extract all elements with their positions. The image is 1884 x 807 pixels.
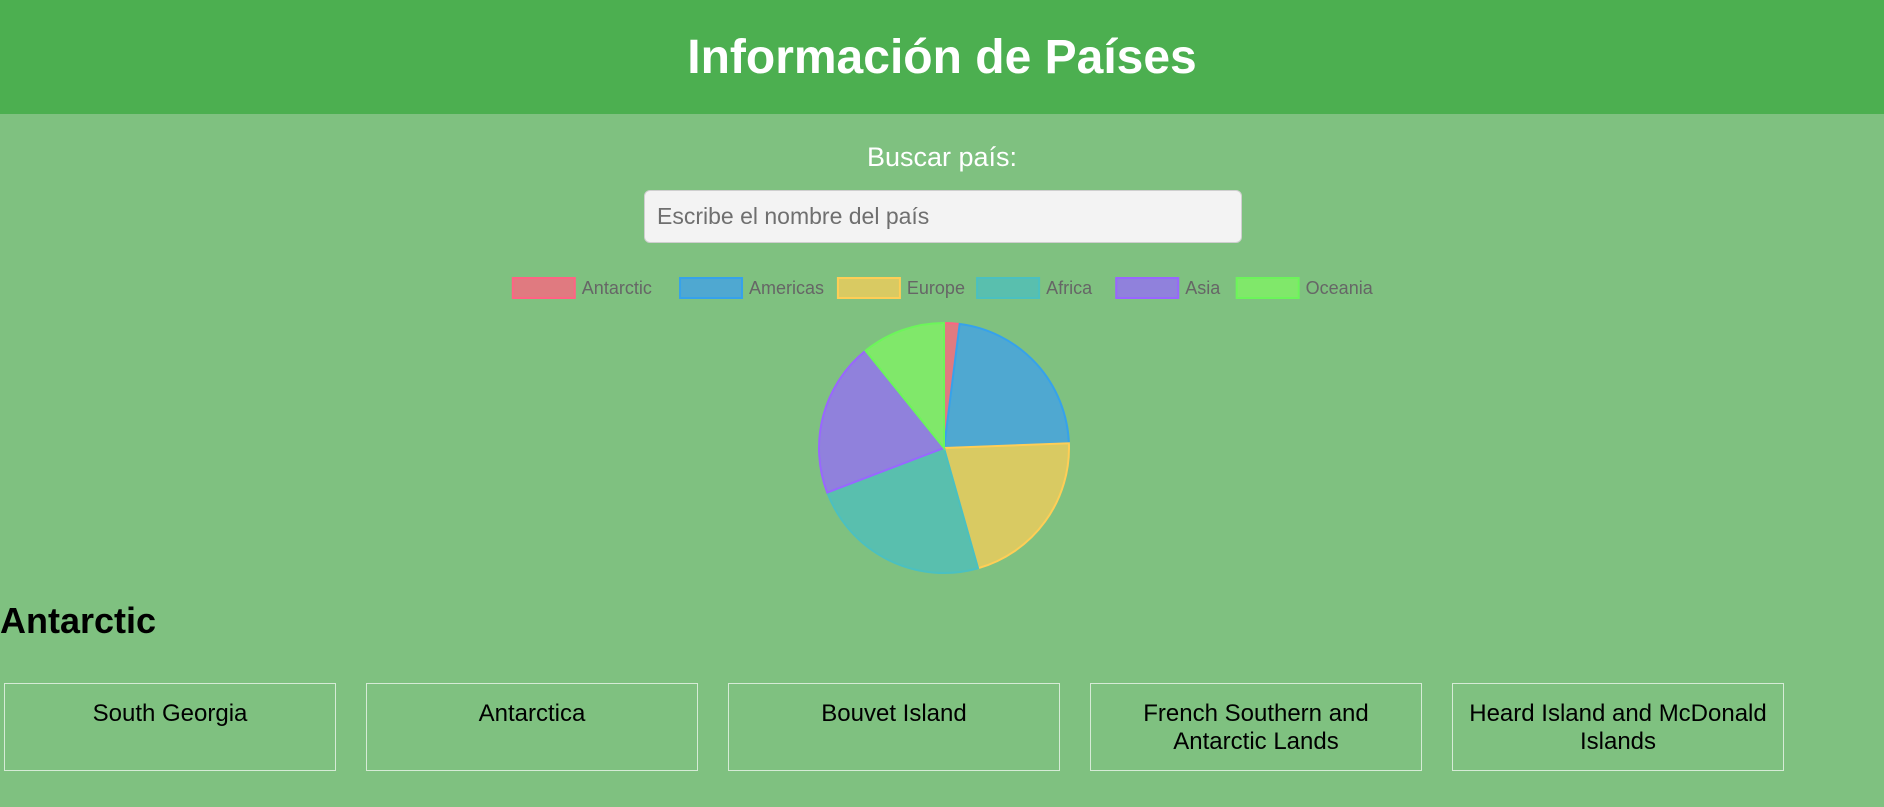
- chart-legend: Antarctic Americas Europe Africa Asia Oceania: [511, 277, 1374, 299]
- legend-swatch[interactable]: [511, 277, 576, 299]
- page-title: Información de Países: [687, 30, 1197, 84]
- legend-label[interactable]: Americas: [749, 278, 824, 298]
- pie-slice-asia[interactable]: [818, 349, 946, 494]
- legend-swatch[interactable]: [1115, 277, 1180, 299]
- search-input[interactable]: [644, 190, 1242, 243]
- country-card[interactable]: Heard Island and McDonald Islands: [1452, 683, 1784, 771]
- country-card[interactable]: French Southern and Antarctic Lands: [1090, 683, 1422, 771]
- legend-label[interactable]: Oceania: [1306, 278, 1374, 298]
- legend-label[interactable]: Antarctic: [582, 278, 652, 298]
- pie-slice-americas[interactable]: [942, 322, 1070, 450]
- search-label: Buscar país:: [866, 142, 1018, 172]
- country-name: Heard Island and McDonald Islands: [1469, 700, 1767, 755]
- legend-label[interactable]: Asia: [1185, 278, 1221, 298]
- country-name: Antarctica: [478, 700, 586, 727]
- legend-swatch[interactable]: [679, 277, 744, 299]
- country-name: South Georgia: [92, 700, 248, 727]
- country-name: French Southern and Antarctic Lands: [1143, 700, 1369, 755]
- legend-swatch[interactable]: [976, 277, 1041, 299]
- country-card-list: South Georgia Antarctica Bouvet Island F…: [0, 683, 1884, 773]
- country-card[interactable]: Antarctica: [366, 683, 698, 771]
- pie-slice-africa[interactable]: [825, 446, 980, 574]
- legend-swatch[interactable]: [1235, 277, 1300, 299]
- region-pie-chart: Antarctic Americas Europe Africa Asia Oceania: [511, 277, 1374, 574]
- legend-swatch[interactable]: [836, 277, 901, 299]
- chart-slices: [818, 321, 1070, 574]
- pie-slice-oceania[interactable]: [864, 321, 945, 451]
- pie-slice-europe[interactable]: [942, 442, 1070, 570]
- legend-label[interactable]: Europe: [907, 278, 965, 298]
- legend-label[interactable]: Africa: [1046, 278, 1093, 298]
- page-header: Información de Países: [0, 0, 1884, 114]
- country-card[interactable]: Bouvet Island: [728, 683, 1060, 771]
- region-title: Antarctic: [0, 600, 157, 641]
- country-name: Bouvet Island: [821, 700, 967, 727]
- country-card[interactable]: South Georgia: [4, 683, 336, 771]
